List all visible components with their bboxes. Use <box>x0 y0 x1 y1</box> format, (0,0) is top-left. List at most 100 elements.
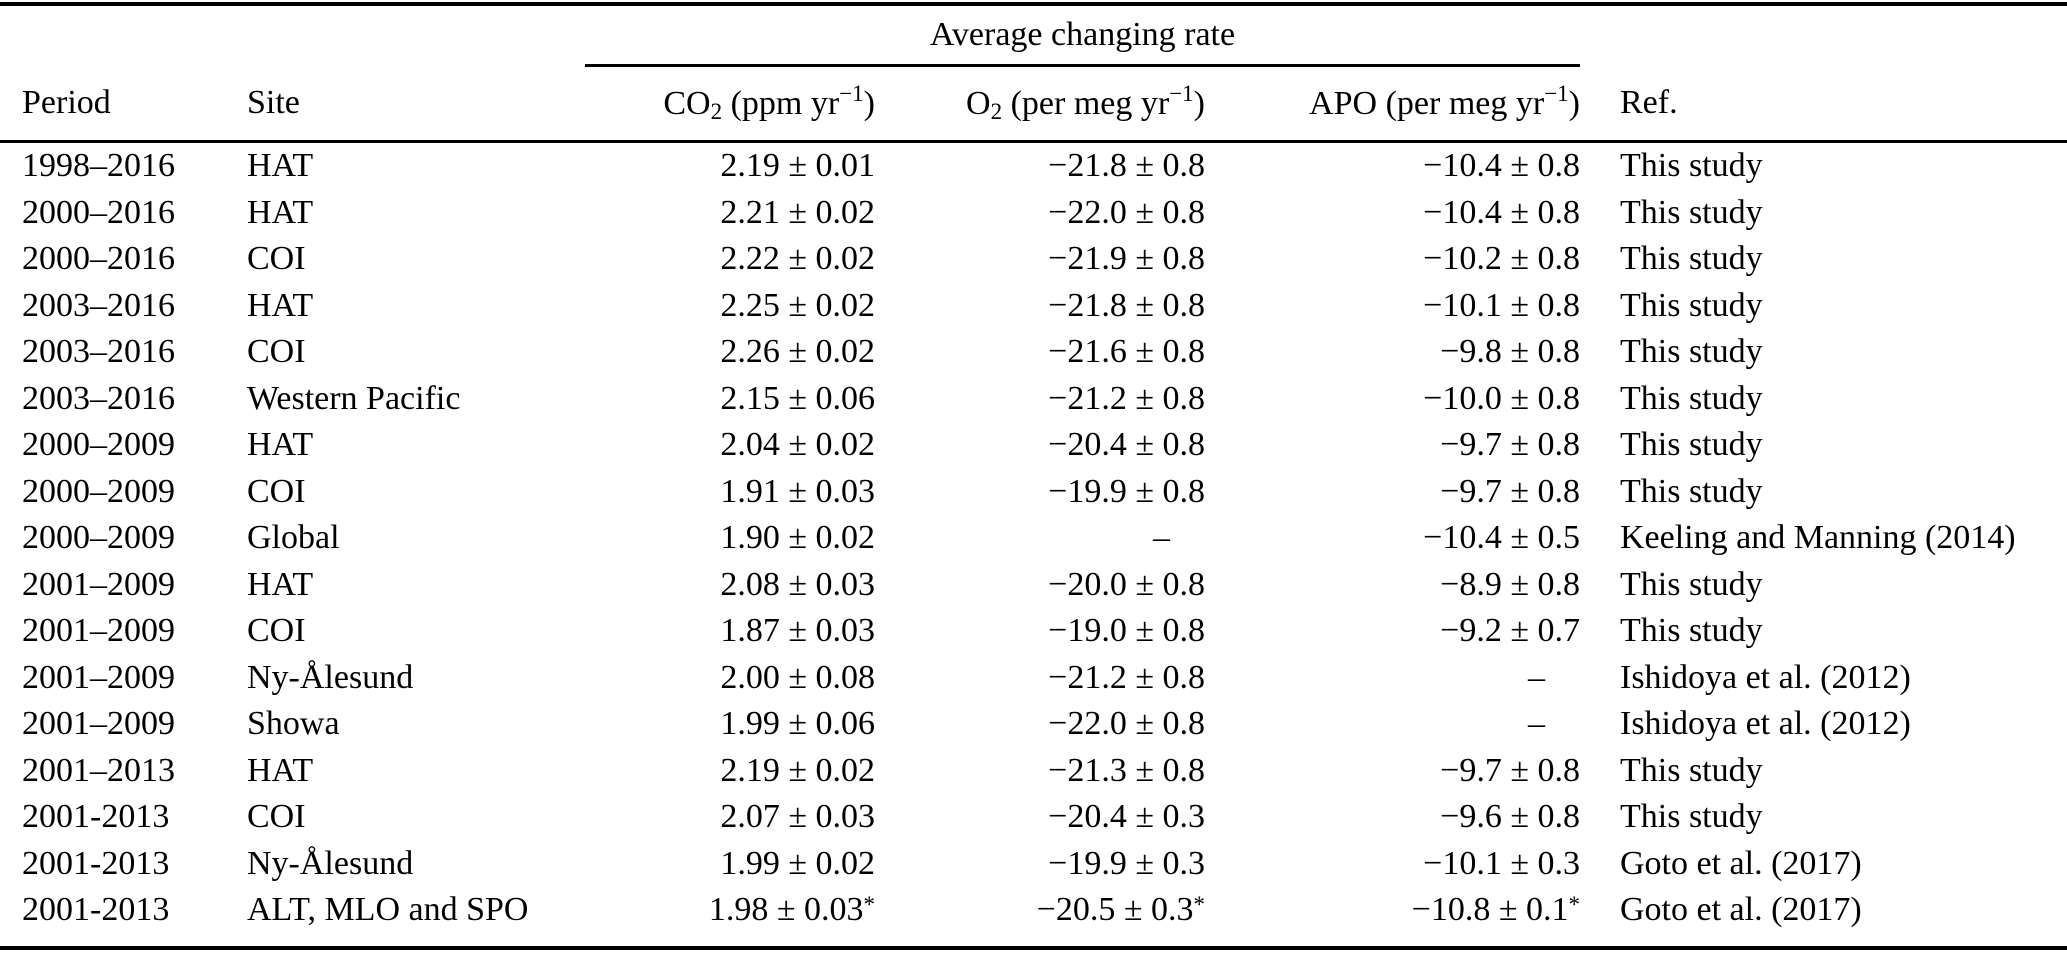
row-o2: −21.6 ± 0.8 <box>1048 333 1205 371</box>
row-site: Western Pacific <box>247 379 461 417</box>
row-o2: −21.8 ± 0.8 <box>1048 286 1205 324</box>
row-ref: Ishidoya et al. (2012) <box>1620 658 1911 696</box>
table-row: 2001-2013 COI 2.07 ± 0.03 −20.4 ± 0.3 −9.6 ±… <box>0 794 2067 841</box>
row-o2: −19.0 ± 0.8 <box>1048 612 1205 650</box>
row-apo: −9.7 ± 0.8 <box>1440 751 1580 789</box>
row-o2: −20.4 ± 0.3 <box>1048 798 1205 836</box>
row-site: Ny-Ålesund <box>247 844 414 882</box>
row-apo: −10.4 ± 0.5 <box>1423 519 1580 557</box>
row-co2: 1.99 ± 0.06 <box>720 705 875 743</box>
row-apo: – <box>1528 658 1545 696</box>
row-o2: – <box>1153 519 1170 557</box>
table-row: 2001–2013 HAT 2.19 ± 0.02 −21.3 ± 0.8 −9.7 ±… <box>0 748 2067 795</box>
row-period: 2000–2009 <box>22 519 175 557</box>
table-row: 2001-2013 Ny-Ålesund 1.99 ± 0.02 −19.9 ± 0.… <box>0 841 2067 888</box>
row-period: 1998–2016 <box>22 147 175 185</box>
table-row: 2000–2016 COI 2.22 ± 0.02 −21.9 ± 0.8 −10.2 … <box>0 236 2067 283</box>
row-period: 2001-2013 <box>22 891 170 929</box>
o2-subscript: 2 <box>990 98 1003 124</box>
row-site: HAT <box>247 193 314 231</box>
column-header-co2: CO2 (ppm yr−1) <box>585 65 875 143</box>
row-site: COI <box>247 240 306 278</box>
row-ref: This study <box>1620 426 1763 464</box>
row-co2: 2.19 ± 0.01 <box>720 147 875 185</box>
group-header-row: Average changing rate <box>0 4 2067 67</box>
group-header-spacer-right <box>1580 4 2067 66</box>
row-apo: −10.0 ± 0.8 <box>1423 379 1580 417</box>
row-o2: −22.0 ± 0.8 <box>1048 705 1205 743</box>
row-ref: This study <box>1620 472 1763 510</box>
row-co2: 1.91 ± 0.03 <box>720 472 875 510</box>
footnote-asterisk: * <box>1568 892 1581 918</box>
row-co2: 1.90 ± 0.02 <box>720 519 875 557</box>
row-site: Showa <box>247 705 340 743</box>
row-apo: −10.4 ± 0.8 <box>1423 193 1580 231</box>
table-row: 2001-2013 ALT, MLO and SPO 1.98 ± 0.03* −20… <box>0 887 2067 948</box>
row-apo: −8.9 ± 0.8 <box>1440 565 1580 603</box>
row-co2: 1.87 ± 0.03 <box>720 612 875 650</box>
row-site: ALT, MLO and SPO <box>247 891 529 929</box>
column-header-apo: APO (per meg yr−1) <box>1205 65 1580 143</box>
column-header-period: Period <box>0 65 227 143</box>
column-header-row: Period Site CO2 (ppm yr−1) O2 (per meg y… <box>0 65 2067 143</box>
row-ref: This study <box>1620 612 1763 650</box>
table-row: 2000–2009 HAT 2.04 ± 0.02 −20.4 ± 0.8 −9.7 ±… <box>0 422 2067 469</box>
row-site: COI <box>247 798 306 836</box>
row-apo: −9.7 ± 0.8 <box>1440 472 1580 510</box>
row-apo: −10.2 ± 0.8 <box>1423 240 1580 278</box>
row-period: 2000–2016 <box>22 193 175 231</box>
row-site: HAT <box>247 147 314 185</box>
row-site: Global <box>247 519 340 557</box>
row-co2: 2.19 ± 0.02 <box>720 751 875 789</box>
row-period: 2000–2009 <box>22 472 175 510</box>
row-apo: −9.2 ± 0.7 <box>1440 612 1580 650</box>
table-row: 2000–2016 HAT 2.21 ± 0.02 −22.0 ± 0.8 −10.4 … <box>0 190 2067 237</box>
row-period: 2003–2016 <box>22 379 175 417</box>
table-row: 2000–2009 COI 1.91 ± 0.03 −19.9 ± 0.8 −9.7 ±… <box>0 469 2067 516</box>
table-row: 2003–2016 COI 2.26 ± 0.02 −21.6 ± 0.8 −9.8 ±… <box>0 329 2067 376</box>
apo-exponent: −1 <box>1544 80 1569 106</box>
row-apo: −10.4 ± 0.8 <box>1423 147 1580 185</box>
row-o2: −21.9 ± 0.8 <box>1048 240 1205 278</box>
row-co2: 2.04 ± 0.02 <box>720 426 875 464</box>
row-o2: −19.9 ± 0.8 <box>1048 472 1205 510</box>
row-ref: This study <box>1620 798 1763 836</box>
row-period: 2001–2009 <box>22 658 175 696</box>
row-apo: −10.1 ± 0.8 <box>1423 286 1580 324</box>
co2-exponent: −1 <box>839 80 864 106</box>
row-apo: – <box>1528 705 1545 743</box>
table-row: 2001–2009 HAT 2.08 ± 0.03 −20.0 ± 0.8 −8.9 ±… <box>0 562 2067 609</box>
row-period: 2003–2016 <box>22 286 175 324</box>
row-co2: 2.08 ± 0.03 <box>720 565 875 603</box>
row-period: 2001–2013 <box>22 751 175 789</box>
row-co2: 2.26 ± 0.02 <box>720 333 875 371</box>
row-apo: −9.6 ± 0.8 <box>1440 798 1580 836</box>
group-header-spacer-left <box>0 4 585 66</box>
row-co2: 2.07 ± 0.03 <box>720 798 875 836</box>
row-co2: 1.99 ± 0.02 <box>720 844 875 882</box>
row-site: COI <box>247 472 306 510</box>
row-o2: −21.3 ± 0.8 <box>1048 751 1205 789</box>
row-o2: −22.0 ± 0.8 <box>1048 193 1205 231</box>
column-header-site: Site <box>227 65 585 143</box>
row-ref: This study <box>1620 147 1763 185</box>
row-apo: −10.8 ± 0.1* <box>1411 891 1581 929</box>
row-co2: 2.21 ± 0.02 <box>720 193 875 231</box>
row-co2: 2.22 ± 0.02 <box>720 240 875 278</box>
row-site: HAT <box>247 426 314 464</box>
row-ref: Ishidoya et al. (2012) <box>1620 705 1911 743</box>
table-row: 2003–2016 HAT 2.25 ± 0.02 −21.8 ± 0.8 −10.1 … <box>0 283 2067 330</box>
row-o2: −21.2 ± 0.8 <box>1048 658 1205 696</box>
row-period: 2003–2016 <box>22 333 175 371</box>
row-ref: Keeling and Manning (2014) <box>1620 519 2016 557</box>
row-period: 2001-2013 <box>22 844 170 882</box>
row-period: 2000–2016 <box>22 240 175 278</box>
co2-subscript: 2 <box>710 98 723 124</box>
row-o2: −20.4 ± 0.8 <box>1048 426 1205 464</box>
column-header-ref: Ref. <box>1580 65 2067 143</box>
table-row: 2000–2009 Global 1.90 ± 0.02 – −10.4 ± 0.5 Ke… <box>0 515 2067 562</box>
row-apo: −9.7 ± 0.8 <box>1440 426 1580 464</box>
footnote-asterisk: * <box>863 892 876 918</box>
row-apo: −9.8 ± 0.8 <box>1440 333 1580 371</box>
